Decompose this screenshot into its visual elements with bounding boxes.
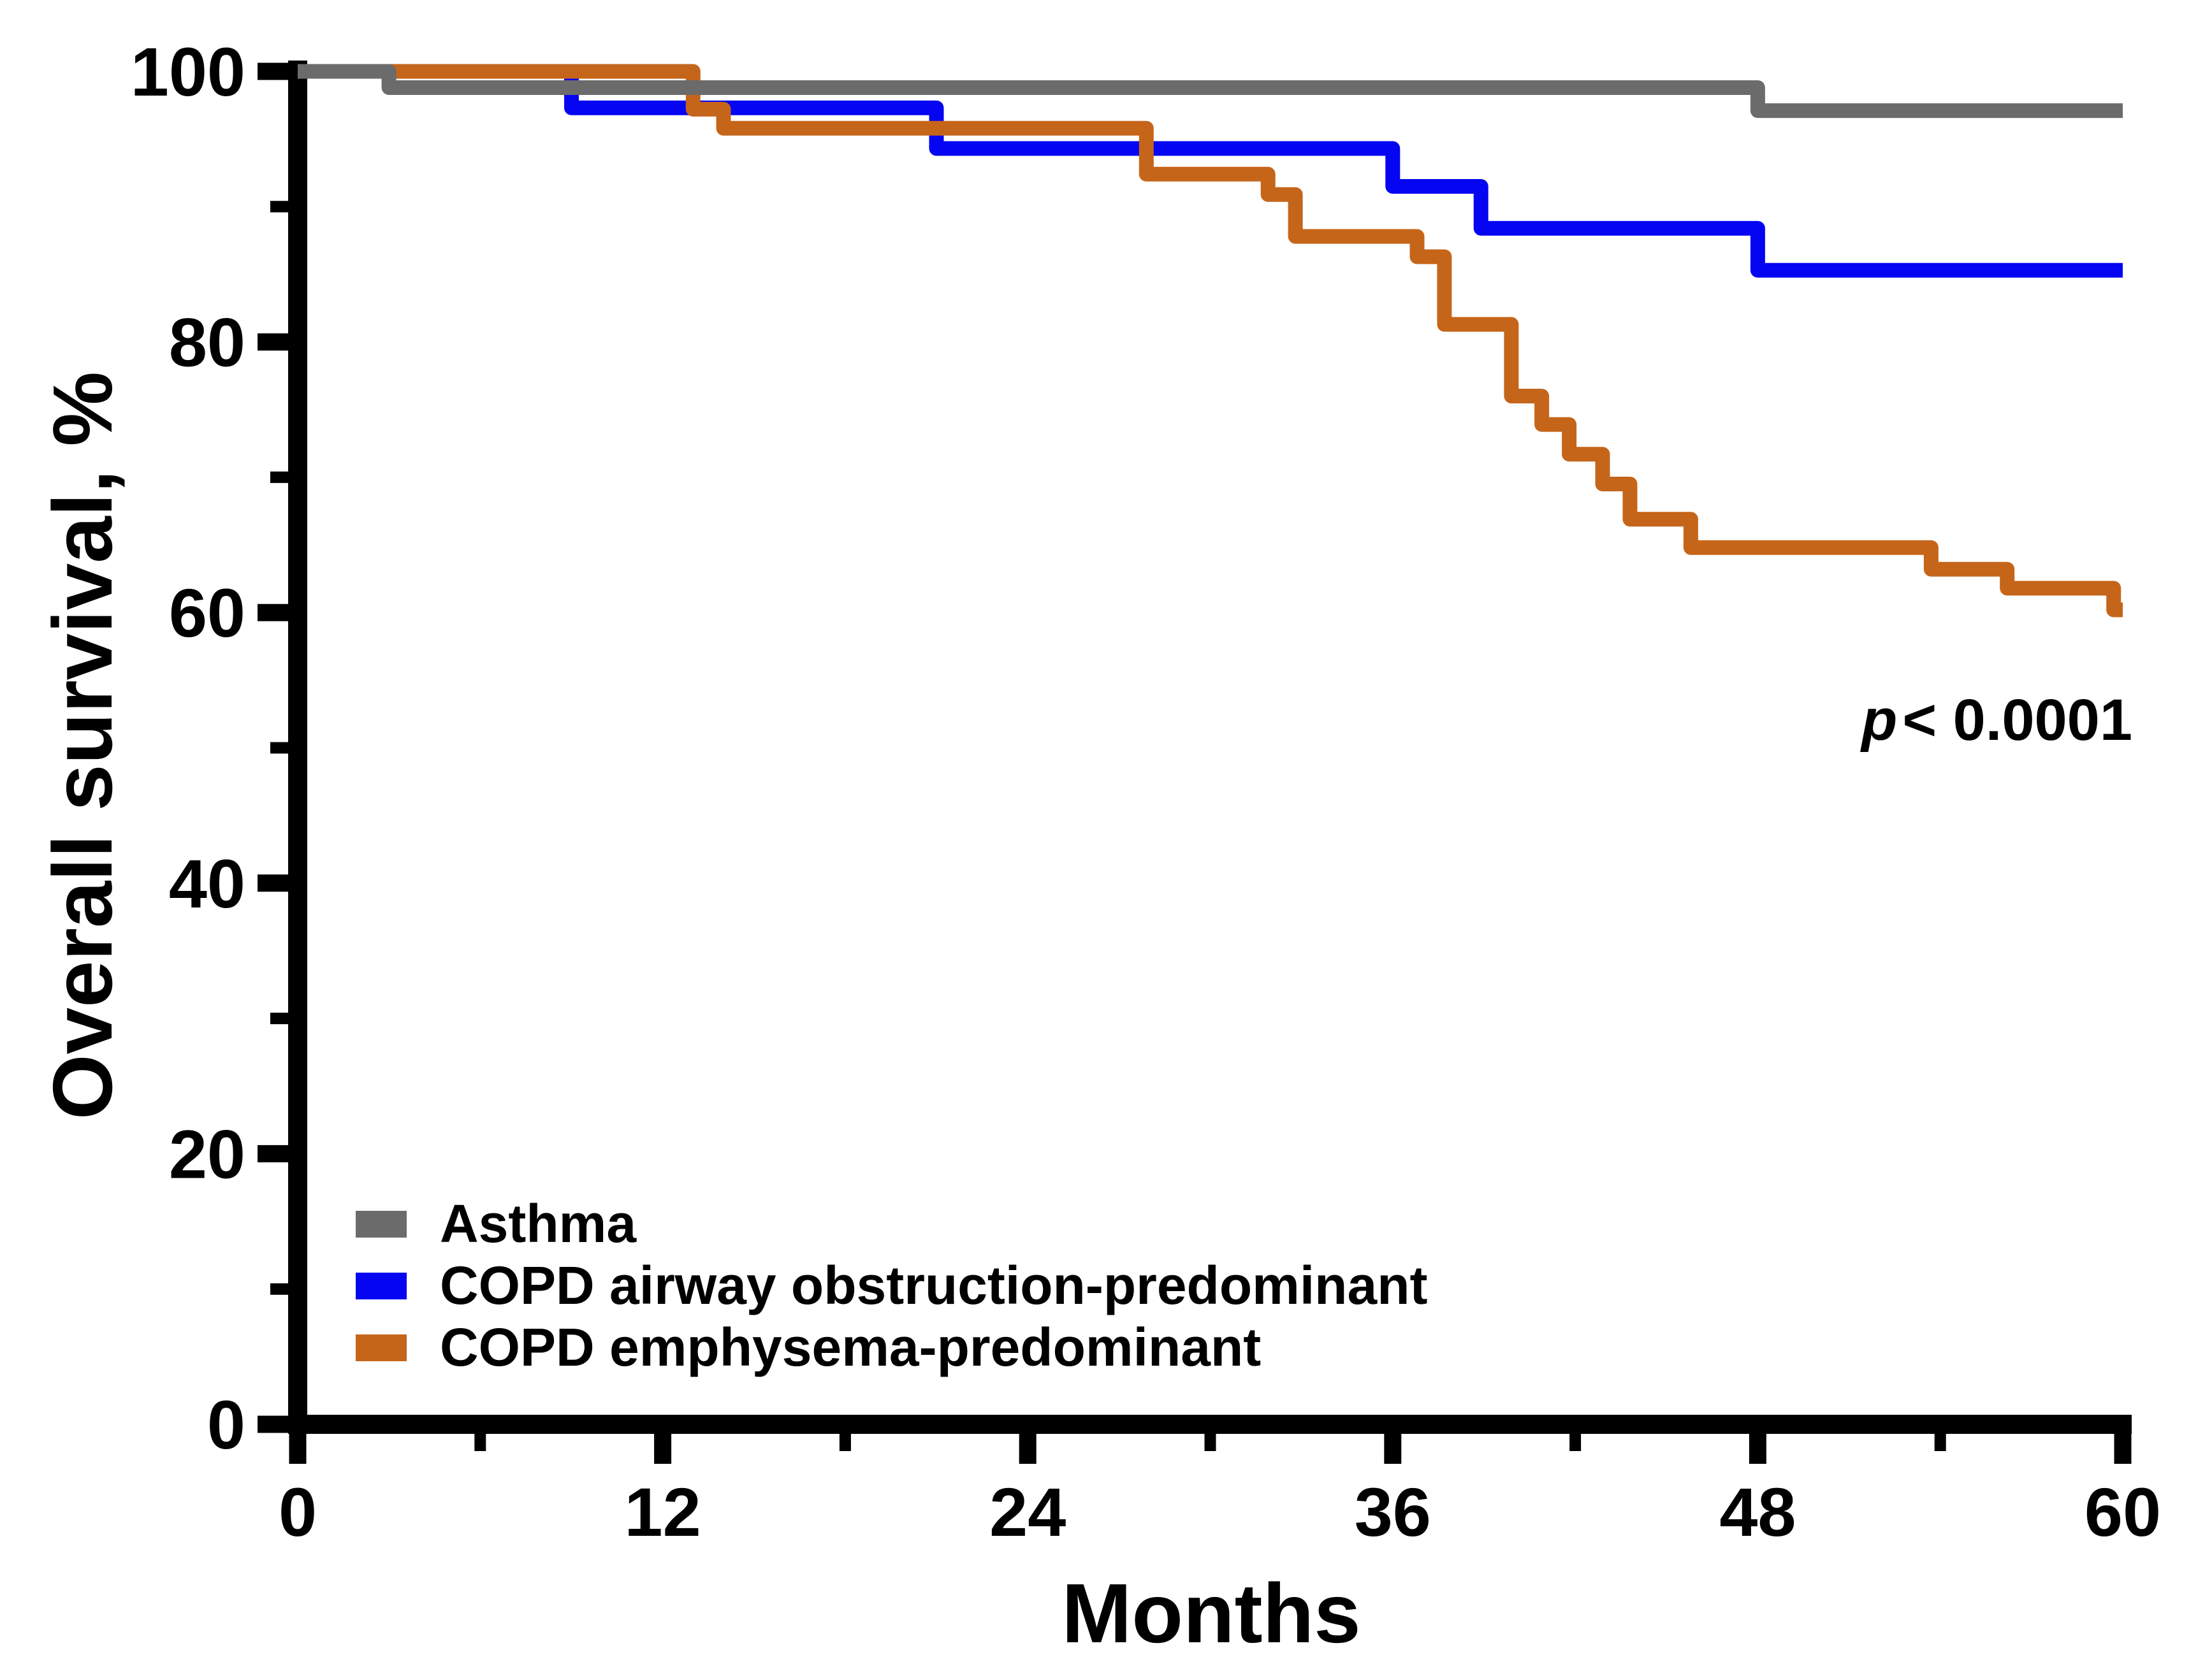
legend: Asthma COPD airway obstruction-predominan… [356,1193,1428,1378]
p-value-text: < 0.0001 [1902,688,2132,753]
y-tick-label: 40 [169,845,245,922]
p-value-annotation: p< 0.0001 [1721,690,2132,751]
y-axis-title: Overall survival, % [36,372,129,1120]
x-tick-label: 36 [1355,1473,1431,1550]
x-tick-label: 12 [625,1473,701,1550]
legend-item-asthma: Asthma [356,1193,1428,1255]
legend-swatch [356,1334,407,1361]
x-tick-label: 60 [2085,1473,2161,1550]
y-tick-label: 80 [169,304,245,381]
y-tick-label: 0 [207,1386,245,1463]
legend-item-copd-airway-obstruction-predominant: COPD airway obstruction-predominant [356,1255,1428,1317]
x-tick-label: 48 [1719,1473,1796,1550]
y-tick-label: 60 [169,574,245,651]
x-tick-label: 0 [279,1473,317,1550]
legend-label: COPD emphysema-predominant [440,1317,1262,1377]
legend-swatch [356,1272,407,1299]
y-tick-label: 20 [169,1115,245,1192]
curve-copd-emphysema-predominant [298,64,2123,618]
p-value-symbol: p [1861,688,1898,753]
curve-copd-airway-obstruction-predominant [298,64,2123,278]
x-axis-title: Months [1061,1566,1361,1655]
curve-asthma [298,64,2123,119]
legend-label: COPD airway obstruction-predominant [440,1255,1428,1315]
y-tick-label: 100 [131,33,245,110]
legend-item-copd-emphysema-predominant: COPD emphysema-predominant [356,1317,1428,1378]
legend-swatch [356,1210,407,1238]
legend-label: Asthma [440,1194,637,1254]
x-tick-label: 24 [989,1473,1066,1550]
